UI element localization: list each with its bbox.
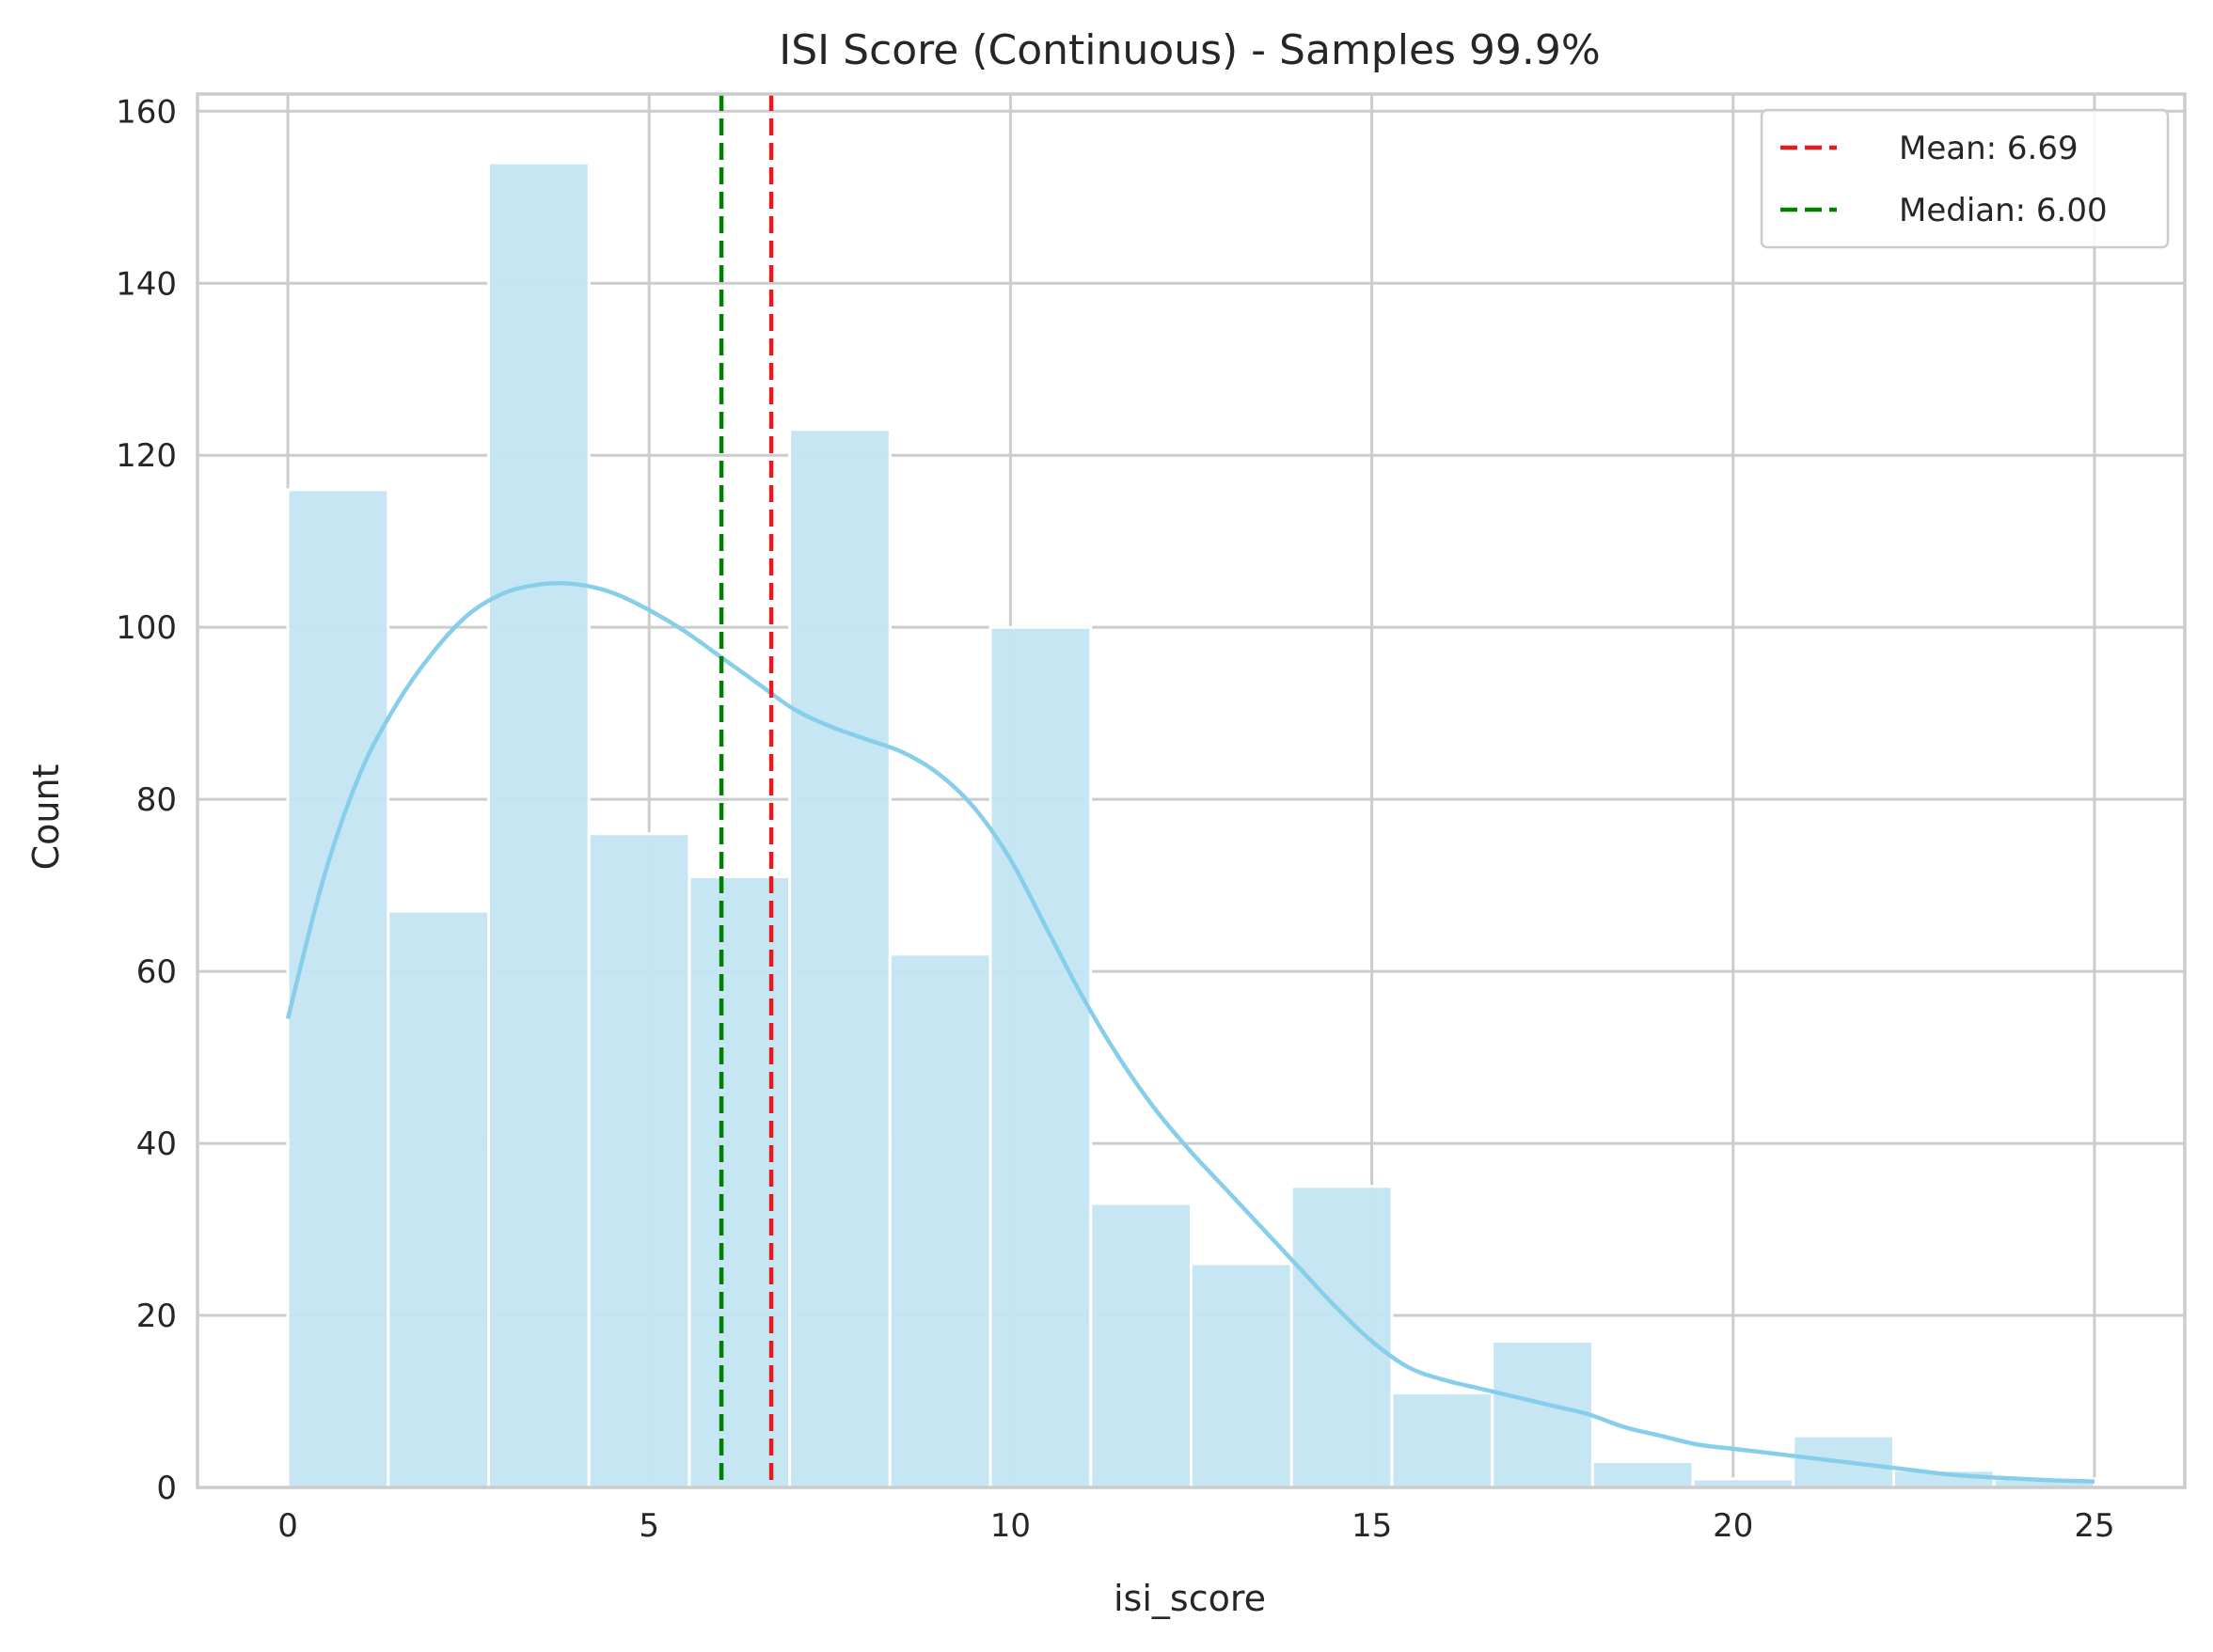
histogram-bar [1089, 1202, 1193, 1489]
y-tick-label: 60 [136, 953, 177, 991]
histogram-bar [1289, 1185, 1394, 1489]
legend: Mean: 6.69 Median: 6.00 [1760, 108, 2170, 249]
axes: 0 5 10 15 20 25 0 20 40 60 80 100 120 140 160 [116, 92, 2187, 1545]
y-axis-title: Count [25, 764, 67, 871]
histogram-bar [1590, 1460, 1695, 1489]
histogram-bar [286, 488, 390, 1489]
x-axis-title: isi_score [1114, 1578, 1266, 1619]
kde-curve-group [285, 581, 2095, 1484]
histogram-bar [1491, 1339, 1594, 1489]
kde-curve [285, 581, 2095, 1484]
y-tick-label: 40 [136, 1125, 177, 1163]
y-tick-label: 20 [136, 1298, 177, 1335]
x-tick-label: 25 [2074, 1507, 2114, 1545]
histogram-bar [888, 952, 992, 1489]
legend-label: Median: 6.00 [1899, 192, 2108, 229]
histogram-bar [1190, 1262, 1293, 1489]
chart-title: ISI Score (Continuous) - Samples 99.9% [779, 26, 1600, 74]
x-tick-label: 15 [1352, 1507, 1392, 1545]
histogram-bar [486, 161, 591, 1489]
x-tick-label: 5 [639, 1507, 659, 1545]
histogram-bar [688, 874, 792, 1489]
x-tick-label: 10 [990, 1507, 1031, 1545]
legend-box [1760, 108, 2170, 249]
histogram-bar [788, 428, 892, 1489]
y-tick-label: 0 [156, 1470, 177, 1507]
y-tick-label: 140 [116, 265, 177, 303]
y-tick-label: 120 [116, 437, 177, 475]
legend-label: Mean: 6.69 [1899, 130, 2079, 167]
plot-frame [196, 92, 2187, 1489]
histogram-bar [988, 625, 1093, 1489]
x-tick-label: 0 [277, 1507, 298, 1545]
histogram-bar [587, 832, 691, 1489]
x-tick-label: 20 [1713, 1507, 1753, 1545]
reference-lines [719, 94, 774, 1487]
y-tick-label: 80 [136, 781, 177, 819]
histogram-bar [1390, 1391, 1494, 1489]
histogram-bars [286, 161, 2096, 1489]
y-tick-label: 100 [116, 609, 177, 647]
histogram-bar [387, 909, 490, 1489]
y-tick-label: 160 [116, 93, 177, 131]
